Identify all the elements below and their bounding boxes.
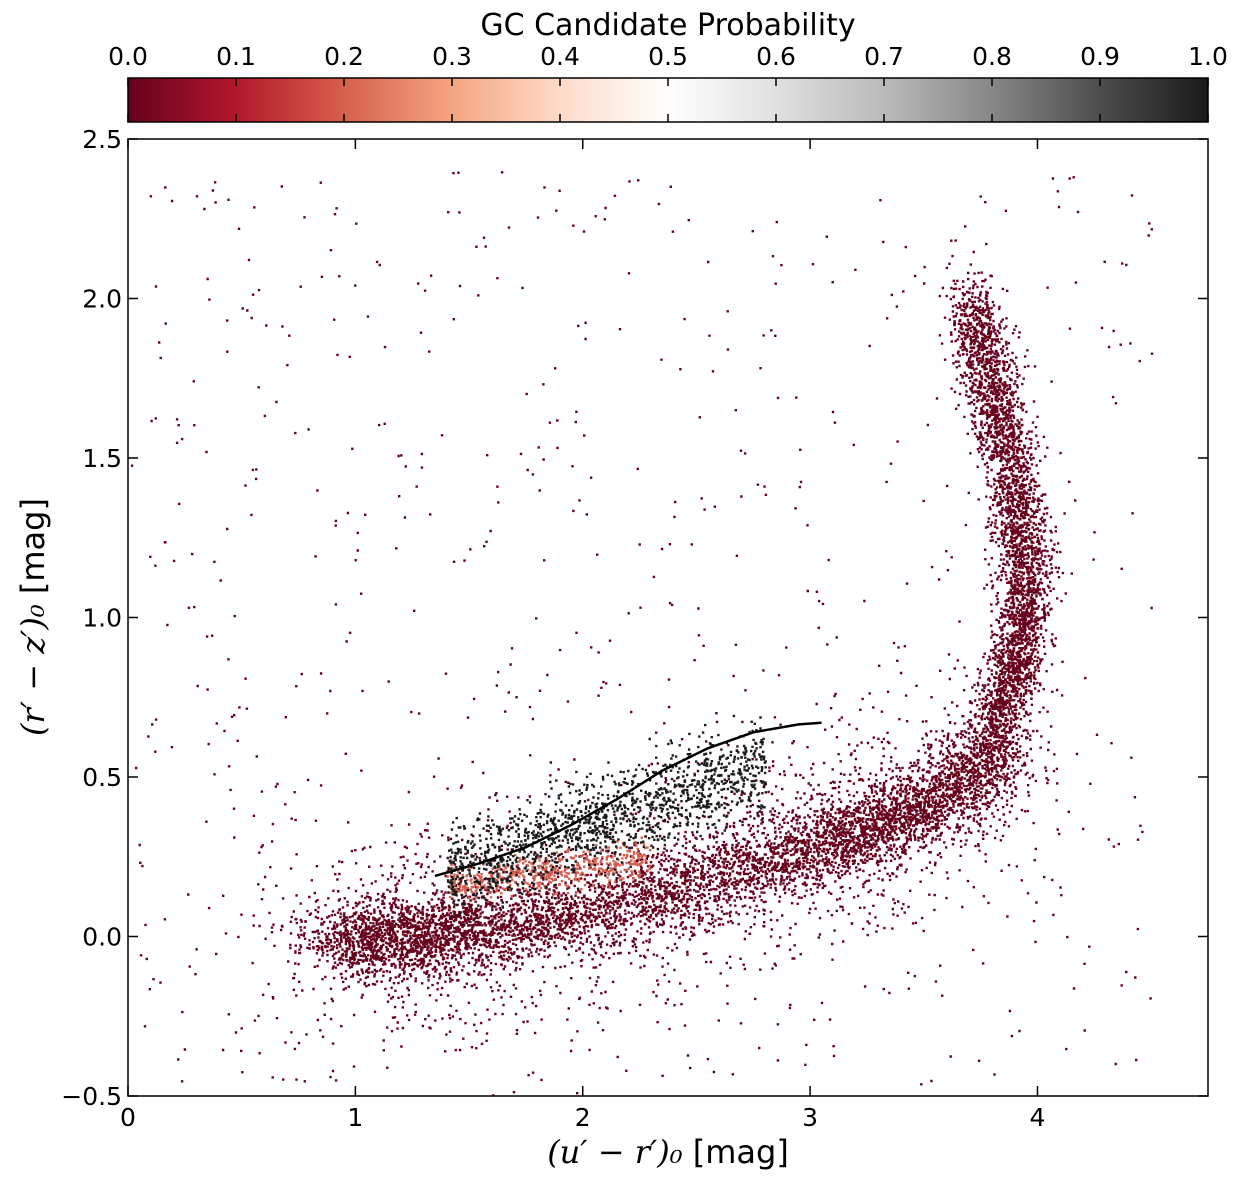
x-tick-label-1: 1 bbox=[347, 1103, 363, 1132]
x-tick-label-0: 0 bbox=[120, 1103, 136, 1132]
high-probability-points bbox=[446, 714, 767, 927]
low-probability-points bbox=[130, 171, 1154, 1096]
x-tick-label-2: 2 bbox=[575, 1103, 591, 1132]
colorbar-tick-label-9: 0.9 bbox=[1080, 42, 1120, 71]
x-axis-ticks: 0 1 2 3 4 bbox=[120, 139, 1045, 1132]
x-tick-label-3: 3 bbox=[802, 1103, 818, 1132]
colorbar-tick-label-2: 0.2 bbox=[324, 42, 364, 71]
colorbar-tick-label-1: 0.1 bbox=[216, 42, 256, 71]
colorbar-tick-labels: 0.0 0.1 0.2 0.3 0.4 0.5 0.6 0.7 0.8 0.9 1.0 bbox=[108, 42, 1228, 71]
x-axis-label: (u′ − r′)₀ [mag] bbox=[547, 1133, 789, 1171]
colorbar-tick-label-6: 0.6 bbox=[756, 42, 796, 71]
colorbar-tick-label-10: 1.0 bbox=[1188, 42, 1228, 71]
y-axis-ticks: −0.5 0.0 0.5 1.0 1.5 2.0 2.5 bbox=[61, 125, 1208, 1111]
y-axis-label: (r′ − z′)₀ [mag] bbox=[14, 498, 52, 736]
colorbar-tick-label-5: 0.5 bbox=[648, 42, 688, 71]
y-tick-label-1: 0.0 bbox=[82, 923, 122, 952]
y-tick-label-2: 0.5 bbox=[82, 763, 122, 792]
y-tick-label-0: −0.5 bbox=[61, 1082, 122, 1111]
y-tick-label-6: 2.5 bbox=[82, 125, 122, 154]
mid-probability-points bbox=[446, 835, 652, 910]
x-tick-label-4: 4 bbox=[1030, 1103, 1046, 1132]
colorbar-tick-label-3: 0.3 bbox=[432, 42, 472, 71]
fiducial-curve bbox=[434, 721, 822, 878]
colorbar-tick-label-0: 0.0 bbox=[108, 42, 148, 71]
y-tick-label-4: 1.5 bbox=[82, 444, 122, 473]
colorbar-tick-label-4: 0.4 bbox=[540, 42, 580, 71]
colorbar-title: GC Candidate Probability bbox=[480, 8, 855, 43]
colorbar-tick-label-7: 0.7 bbox=[864, 42, 904, 71]
y-tick-label-5: 2.0 bbox=[82, 285, 122, 314]
y-tick-label-3: 1.0 bbox=[82, 604, 122, 633]
colorbar-tick-label-8: 0.8 bbox=[972, 42, 1012, 71]
colorbar-tick-marks bbox=[127, 78, 1209, 122]
data-points bbox=[130, 171, 1154, 1096]
